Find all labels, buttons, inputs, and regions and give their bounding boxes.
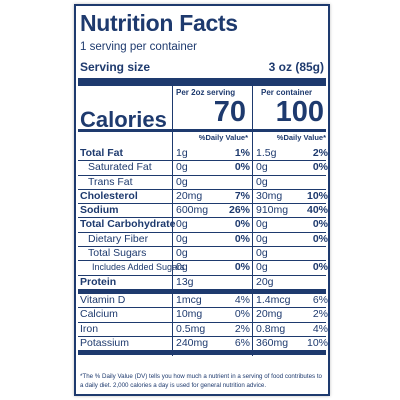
amount-col1: 13g [176, 275, 194, 288]
dv-col2: 4% [312, 322, 328, 335]
amount-col1: 0g [176, 247, 188, 260]
calories-label: Calories [80, 107, 167, 132]
nutrient-name: Vitamin D [80, 293, 126, 306]
nutrient-name: Total Carbohydrate [80, 218, 176, 231]
nutrient-name: Dietary Fiber [88, 232, 149, 245]
amount-col2: 1.5g [256, 147, 277, 159]
amount-col1: 0.5mg [176, 322, 206, 335]
daily-value-footnote: *The % Daily Value (DV) tells you how mu… [80, 373, 323, 389]
nutrient-table: Total Fat 1g 1% 1.5g 2% Saturated Fat 0g… [78, 147, 328, 356]
nutrient-row-total-fat: Total Fat 1g 1% 1.5g 2% [78, 147, 328, 162]
amount-col2: 0g [256, 161, 268, 174]
calories-col1: 70 [213, 96, 246, 128]
nutrient-row-dietary-fiber: Dietary Fiber 0g 0% 0g 0% [78, 232, 328, 248]
nutrient-name: Calcium [80, 308, 118, 321]
dv-col2: 0% [312, 232, 328, 245]
nutrient-row-potassium: Potassium 240mg 6% 360mg 10% [78, 336, 328, 356]
dv-col1: 0% [234, 161, 250, 174]
serving-size-label: Serving size [80, 60, 151, 74]
dv-col1: 4% [234, 293, 250, 306]
dv-col2: 0% [312, 161, 328, 174]
amount-col1: 600mg [176, 204, 209, 217]
dv-col1: 2% [234, 322, 250, 335]
dv-header-col2: %Daily Value* [276, 133, 326, 142]
amount-col1: 0g [176, 218, 188, 231]
nutrient-name: Trans Fat [88, 175, 133, 188]
nutrient-row-calcium: Calcium 10mg 0% 20mg 2% [78, 308, 328, 323]
dv-col2: 2% [312, 147, 328, 159]
nutrient-row-trans-fat: Trans Fat 0g 0g [78, 176, 326, 190]
dv-col2: 2% [312, 308, 328, 321]
amount-col1: 1mcg [176, 293, 202, 306]
nutrient-row-cholesterol: Cholesterol 20mg 7% 30mg 10% [78, 189, 328, 205]
amount-col1: 240mg [176, 336, 209, 349]
nutrient-name: Total Sugars [88, 247, 147, 260]
dv-header-col1: %Daily Value* [198, 133, 248, 142]
label-title: Nutrition Facts [80, 10, 238, 36]
nutrient-row-saturated-fat: Saturated Fat 0g 0% 0g 0% [78, 161, 328, 176]
nutrient-name: Protein [80, 275, 117, 288]
nutrient-row-total-carbohydrate: Total Carbohydrate 0g 0% 0g 0% [78, 218, 328, 233]
amount-col2: 20g [256, 275, 274, 288]
dv-col1: 0% [234, 218, 250, 231]
amount-col1: 20mg [176, 189, 203, 202]
nutrient-name: Includes Added Sugars [92, 262, 185, 273]
nutrient-name: Sodium [80, 204, 119, 217]
nutrient-row-protein: Protein 13g 20g [78, 276, 326, 294]
thick-divider-calories [78, 129, 326, 132]
amount-col2: 1.4mcg [256, 293, 291, 306]
nutrient-name: Total Fat [80, 147, 123, 159]
nutrient-name: Cholesterol [80, 189, 138, 202]
amount-col1: 0g [176, 175, 188, 188]
serving-size-value: 3 oz (85g) [268, 60, 324, 74]
calories-col2: 100 [275, 96, 324, 128]
amount-col2: 20mg [256, 308, 283, 321]
dv-col1: 1% [234, 147, 250, 159]
serving-size-row: Serving size 3 oz (85g) [80, 60, 324, 74]
amount-col2: 0g [256, 218, 268, 231]
amount-col1: 10mg [176, 308, 203, 321]
nutrient-row-added-sugars: Includes Added Sugars 0g 0% 0g 0% [78, 261, 328, 276]
dv-col2: 10% [306, 189, 328, 202]
nutrition-label: Nutrition Facts 1 serving per container … [74, 4, 330, 396]
col2-header: Per container [261, 88, 313, 97]
amount-col2: 0.8mg [256, 322, 286, 335]
amount-col1: 0g [176, 232, 188, 245]
nutrient-name: Saturated Fat [88, 161, 152, 174]
column-divider-2 [252, 86, 253, 356]
nutrient-row-iron: Iron 0.5mg 2% 0.8mg 4% [78, 322, 328, 337]
amount-col2: 0g [256, 247, 268, 260]
col1-header: Per 2oz serving [176, 88, 236, 97]
dv-col2: 10% [306, 336, 328, 349]
nutrient-row-sodium: Sodium 600mg 26% 910mg 40% [78, 204, 328, 219]
amount-col1: 0g [176, 161, 188, 174]
amount-col1: 1g [176, 147, 188, 159]
servings-per-container: 1 serving per container [80, 41, 197, 53]
amount-col2: 0g [256, 175, 268, 188]
dv-col1: 26% [228, 204, 250, 217]
dv-col2: 6% [312, 293, 328, 306]
amount-col2: 910mg [256, 204, 289, 217]
amount-col2: 30mg [256, 189, 283, 202]
amount-col1: 0g [176, 261, 188, 274]
dv-col2: 40% [306, 204, 328, 217]
dv-col1: 0% [234, 261, 250, 274]
nutrient-name: Potassium [80, 336, 130, 349]
dv-col1: 6% [234, 336, 250, 349]
nutrient-name: Iron [80, 322, 99, 335]
amount-col2: 0g [256, 261, 268, 274]
thick-divider-top [78, 78, 326, 86]
column-divider-1 [172, 86, 173, 356]
dv-col1: 7% [234, 189, 250, 202]
dv-col1: 0% [234, 308, 250, 321]
dv-col2: 0% [312, 261, 328, 274]
nutrient-row-total-sugars: Total Sugars 0g 0g [78, 247, 326, 262]
dv-col2: 0% [312, 218, 328, 231]
amount-col2: 360mg [256, 336, 289, 349]
amount-col2: 0g [256, 232, 268, 245]
nutrient-row-vitamin-d: Vitamin D 1mcg 4% 1.4mcg 6% [78, 293, 328, 309]
dv-col1: 0% [234, 232, 250, 245]
